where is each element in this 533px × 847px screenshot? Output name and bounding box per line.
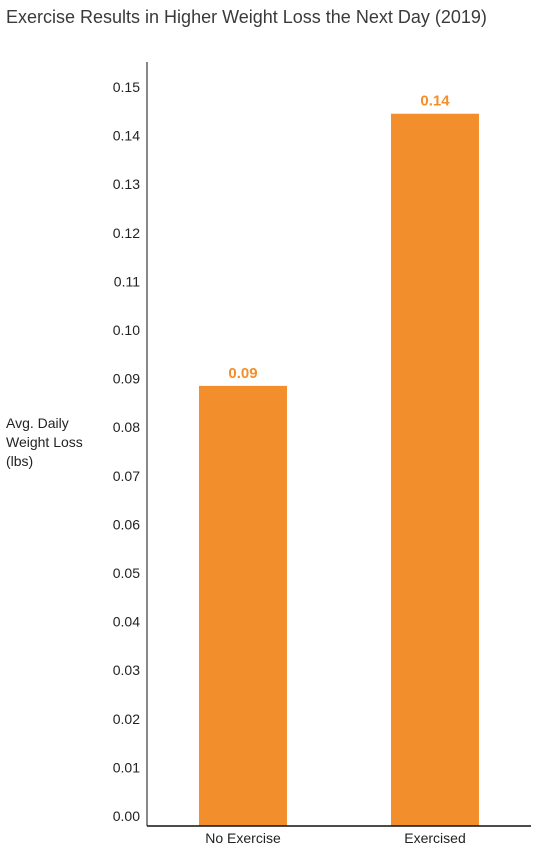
y-tick-label: 0.02 [113, 711, 140, 727]
y-tick-label: 0.03 [113, 662, 140, 678]
y-tick-label: 0.13 [113, 176, 140, 192]
y-tick-label: 0.05 [113, 565, 140, 581]
y-axis-label: Avg. Daily Weight Loss (lbs) [6, 415, 83, 469]
x-tick-label: No Exercise [205, 830, 281, 846]
y-tick-label: 0.11 [114, 273, 140, 289]
bar-exercised [391, 113, 479, 827]
y-axis-ticks: 0.00 0.01 0.02 0.03 0.04 0.05 0.06 0.07 0.08 0.09… [113, 79, 140, 824]
y-tick-label: 0.08 [113, 419, 140, 435]
y-tick-label: 0.15 [113, 79, 140, 95]
y-tick-label: 0.07 [113, 468, 140, 484]
x-tick-label: Exercised [404, 830, 465, 846]
y-tick-label: 0.00 [113, 808, 140, 824]
bar-value-label: 0.14 [420, 93, 450, 110]
bars: 0.09 0.14 [199, 93, 479, 827]
bar-no-exercise [199, 385, 287, 826]
x-axis-labels: No Exercise Exercised [205, 830, 465, 846]
y-tick-label: 0.01 [113, 759, 140, 775]
bar-value-label: 0.09 [228, 365, 257, 382]
y-tick-label: 0.06 [113, 516, 140, 532]
y-tick-label: 0.14 [113, 128, 140, 144]
y-tick-label: 0.09 [113, 371, 140, 387]
chart-title: Exercise Results in Higher Weight Loss t… [6, 7, 487, 27]
y-tick-label: 0.04 [113, 614, 140, 630]
y-tick-label: 0.12 [113, 225, 140, 241]
y-tick-label: 0.10 [113, 322, 140, 338]
